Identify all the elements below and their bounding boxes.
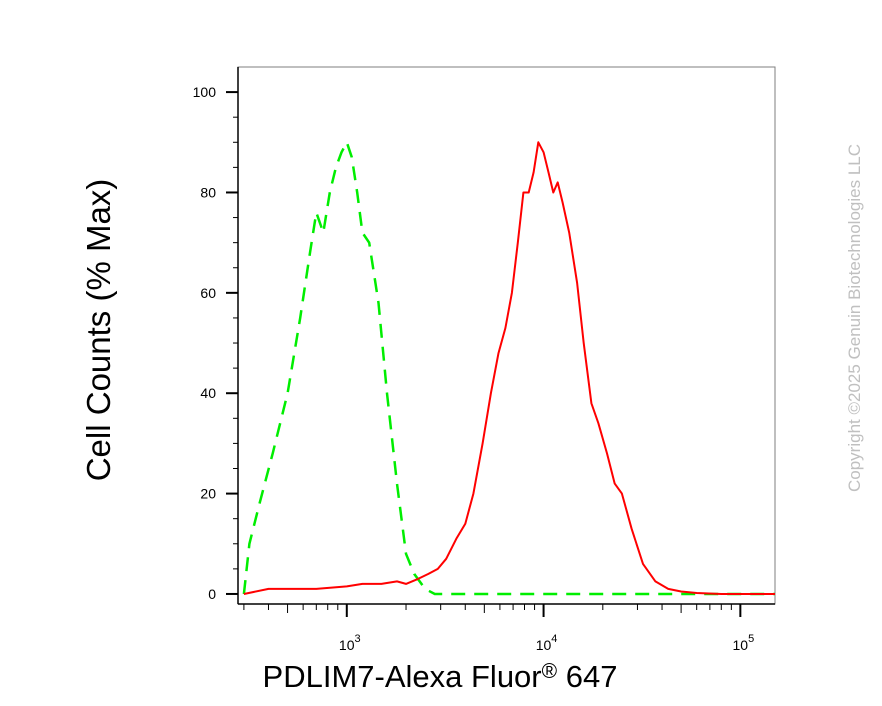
plot-frame <box>237 66 776 605</box>
y-axis-label: Cell Counts (% Max) <box>80 179 117 482</box>
y-tick-label: 80 <box>200 184 216 200</box>
y-tick-label: 60 <box>200 285 216 301</box>
x-tick-label: 105 <box>732 633 754 653</box>
y-tick-label: 0 <box>208 586 216 602</box>
x-tick-label: 104 <box>536 633 558 653</box>
x-tick-label: 103 <box>339 633 361 653</box>
plot-area: 0 20 40 60 80 100 103 104 105 <box>193 66 776 653</box>
y-tick-label: 20 <box>200 486 216 502</box>
copyright-watermark: Copyright ©2025 Genuin Biotechnologies L… <box>845 144 864 492</box>
isotype-control-curve <box>242 141 775 596</box>
y-tick-label: 40 <box>200 385 216 401</box>
pdlim7-stained-curve <box>243 141 775 595</box>
y-tick-label: 100 <box>193 84 217 100</box>
x-axis-label: PDLIM7-Alexa Fluor® 647 <box>263 659 618 694</box>
